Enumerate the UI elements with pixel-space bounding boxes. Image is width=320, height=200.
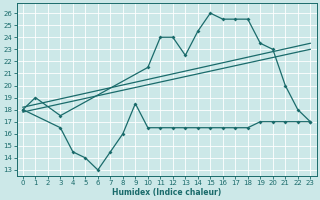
- X-axis label: Humidex (Indice chaleur): Humidex (Indice chaleur): [112, 188, 221, 197]
